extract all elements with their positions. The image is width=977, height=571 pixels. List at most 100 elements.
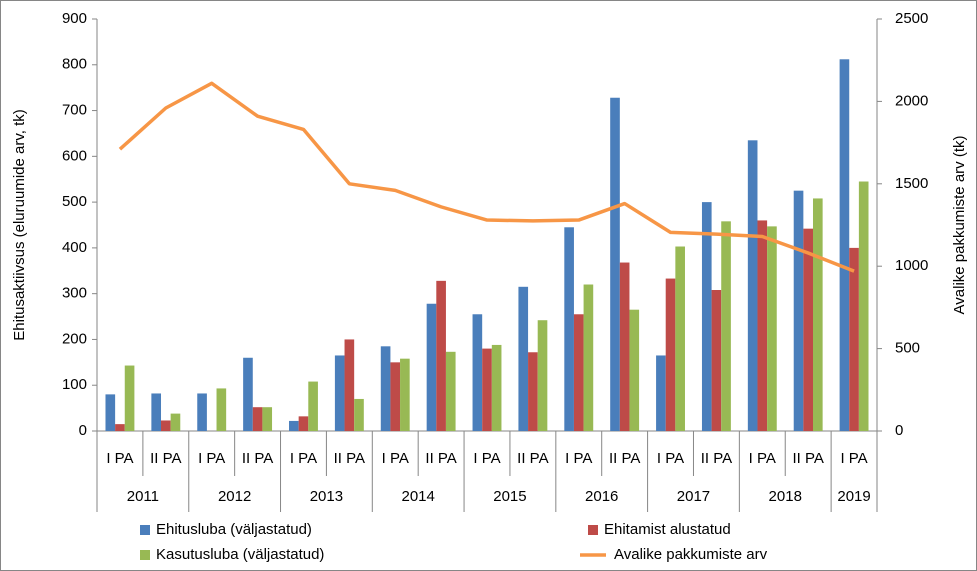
bar — [161, 420, 171, 431]
y2-axis-title: Avalike pakkumiste arv (tk) — [951, 136, 968, 315]
year-label: 2017 — [677, 488, 710, 505]
legend-swatch — [140, 525, 150, 535]
x-tick-label: I PA — [382, 450, 409, 467]
x-tick-label: I PA — [198, 450, 225, 467]
bar — [380, 346, 391, 431]
bar — [105, 394, 116, 431]
bar — [747, 140, 758, 432]
x-tick-label: I PA — [106, 450, 133, 467]
x-tick-label: II PA — [425, 450, 456, 467]
bar — [472, 314, 483, 431]
y-axis-title: Ehitusaktiivsus (eluruumide arv, tk) — [11, 109, 28, 340]
y-tick-label: 400 — [62, 239, 87, 256]
bar — [115, 424, 125, 431]
y2-tick-label: 1000 — [895, 257, 928, 274]
bar — [252, 407, 263, 431]
x-tick-label: II PA — [334, 450, 365, 467]
year-label: 2016 — [585, 488, 618, 505]
bar — [858, 181, 869, 431]
y-tick-label: 900 — [62, 10, 87, 27]
bar — [675, 246, 685, 431]
bar — [701, 202, 712, 431]
legend-label: Kasutusluba (väljastatud) — [156, 546, 324, 563]
y-tick-label: 700 — [62, 102, 87, 119]
x-tick-label: II PA — [792, 450, 823, 467]
bar — [839, 59, 850, 431]
bar — [537, 320, 548, 431]
x-tick-label: I PA — [840, 450, 867, 467]
legend-label: Avalike pakkumiste arv — [614, 546, 768, 563]
y-tick-label: 0 — [79, 422, 87, 439]
year-label: 2019 — [837, 488, 870, 505]
bar — [426, 303, 437, 431]
year-label: 2015 — [493, 488, 526, 505]
x-tick-label: II PA — [150, 450, 181, 467]
bar — [262, 407, 273, 431]
y-tick-label: 600 — [62, 147, 87, 164]
bar — [334, 355, 345, 431]
y2-tick-label: 0 — [895, 422, 903, 439]
bar — [344, 339, 355, 431]
bar — [445, 351, 456, 431]
y-tick-label: 300 — [62, 285, 87, 302]
legend-label: Ehitamist alustatud — [604, 521, 731, 538]
x-tick-label: I PA — [290, 450, 317, 467]
year-label: 2018 — [769, 488, 802, 505]
y-tick-label: 800 — [62, 56, 87, 73]
bar — [610, 97, 620, 431]
year-label: 2011 — [127, 488, 159, 505]
x-tick-label: II PA — [242, 450, 273, 467]
legend-swatch — [588, 525, 598, 535]
bar — [243, 357, 253, 431]
bar — [767, 226, 777, 431]
bar — [793, 190, 804, 431]
bar — [665, 278, 676, 431]
bar — [170, 413, 181, 431]
bar — [124, 365, 135, 431]
bar — [308, 381, 318, 431]
bar — [482, 348, 492, 431]
x-tick-label: I PA — [473, 450, 500, 467]
bar — [711, 290, 722, 431]
bar — [619, 262, 630, 431]
y-tick-label: 200 — [62, 330, 87, 347]
bar — [298, 416, 309, 431]
bar — [151, 393, 162, 431]
legend-label: Ehitusluba (väljastatud) — [156, 521, 312, 538]
bar — [197, 393, 207, 431]
year-label: 2013 — [310, 488, 343, 505]
y2-tick-label: 1500 — [895, 175, 928, 192]
legend-swatch — [140, 550, 150, 560]
bar — [400, 358, 410, 431]
x-tick-label: II PA — [517, 450, 548, 467]
bar — [354, 398, 364, 431]
y2-tick-label: 2000 — [895, 92, 928, 109]
bar — [436, 280, 446, 431]
bar — [656, 355, 666, 431]
x-tick-label: I PA — [749, 450, 776, 467]
bar — [583, 284, 594, 431]
bar — [518, 286, 529, 431]
bar — [390, 362, 401, 431]
y-tick-label: 100 — [62, 376, 87, 393]
bar — [803, 228, 813, 431]
bar — [528, 352, 538, 431]
year-label: 2014 — [401, 488, 434, 505]
year-label: 2012 — [218, 488, 251, 505]
bar — [573, 314, 584, 431]
bar — [564, 227, 574, 431]
x-tick-label: II PA — [701, 450, 732, 467]
bar — [491, 344, 502, 431]
y-tick-label: 500 — [62, 193, 87, 210]
bar — [849, 247, 859, 431]
bar — [812, 198, 823, 431]
x-tick-label: I PA — [657, 450, 684, 467]
y2-tick-label: 500 — [895, 340, 920, 357]
line — [118, 81, 855, 273]
x-tick-label: I PA — [565, 450, 592, 467]
y2-tick-label: 2500 — [895, 10, 928, 27]
bar — [629, 309, 640, 431]
bar — [757, 220, 768, 431]
